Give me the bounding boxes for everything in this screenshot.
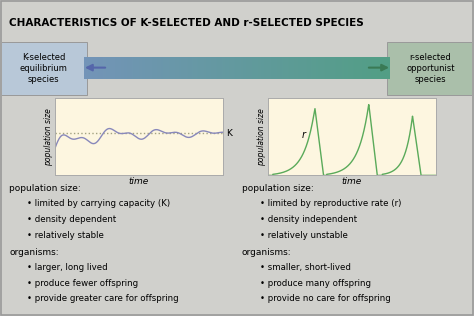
Text: • provide greater care for offspring: • provide greater care for offspring [27, 295, 179, 303]
Text: • produce many offspring: • produce many offspring [260, 279, 371, 288]
Text: • provide no care for offspring: • provide no care for offspring [260, 295, 391, 303]
Text: organisms:: organisms: [9, 248, 59, 257]
Text: organisms:: organisms: [242, 248, 291, 257]
Text: r-selected
opportunist
species: r-selected opportunist species [406, 53, 455, 84]
Text: K: K [226, 129, 232, 138]
Text: • smaller, short-lived: • smaller, short-lived [260, 263, 351, 272]
Text: • larger, long lived: • larger, long lived [27, 263, 108, 272]
Text: population size:: population size: [9, 184, 81, 193]
Text: $r$: $r$ [301, 129, 308, 140]
FancyBboxPatch shape [387, 42, 474, 95]
Text: • density dependent: • density dependent [27, 215, 117, 224]
Text: • limited by carrying capacity (K): • limited by carrying capacity (K) [27, 199, 171, 208]
Text: • relatively unstable: • relatively unstable [260, 231, 348, 240]
X-axis label: time: time [128, 177, 149, 186]
Text: • relatively stable: • relatively stable [27, 231, 104, 240]
Text: • produce fewer offspring: • produce fewer offspring [27, 279, 138, 288]
Y-axis label: population size: population size [44, 108, 53, 166]
Text: • limited by reproductive rate (r): • limited by reproductive rate (r) [260, 199, 401, 208]
Text: K-selected
equilibrium
species: K-selected equilibrium species [20, 53, 68, 84]
Y-axis label: population size: population size [257, 108, 266, 166]
Text: • density independent: • density independent [260, 215, 357, 224]
FancyBboxPatch shape [0, 42, 87, 95]
Text: CHARACTERISTICS OF K-SELECTED AND r-SELECTED SPECIES: CHARACTERISTICS OF K-SELECTED AND r-SELE… [9, 18, 364, 28]
Text: population size:: population size: [242, 184, 313, 193]
X-axis label: time: time [342, 177, 362, 186]
